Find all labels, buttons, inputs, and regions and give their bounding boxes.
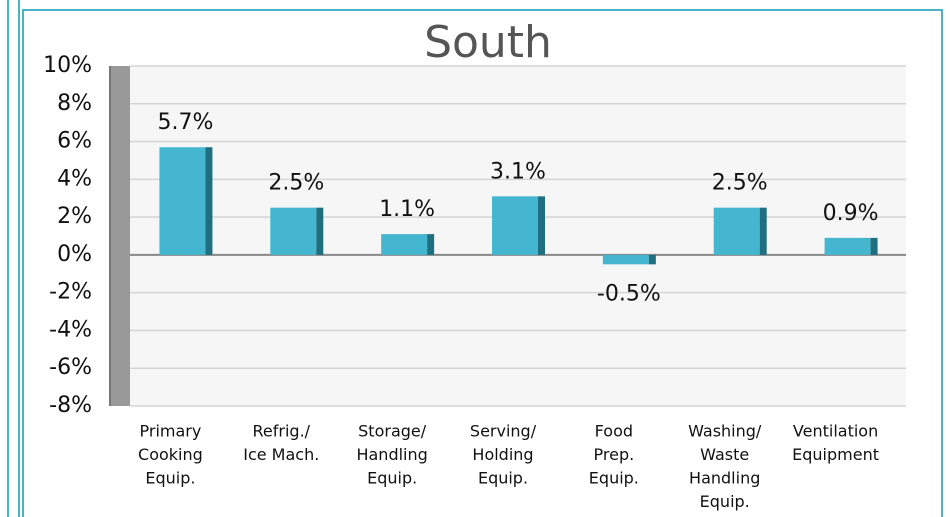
value-label: 5.7% xyxy=(157,110,213,135)
panel-border xyxy=(22,9,943,517)
bar xyxy=(381,234,428,255)
y-tick-label: 2% xyxy=(57,204,92,229)
plot-wall xyxy=(110,66,130,406)
y-tick-label: -4% xyxy=(49,317,92,342)
x-tick-label: Washing/ xyxy=(688,422,762,441)
value-label: 2.5% xyxy=(712,171,768,196)
bar xyxy=(824,237,871,255)
y-tick-label: -8% xyxy=(49,393,92,418)
y-tick-label: -6% xyxy=(49,355,92,380)
x-tick-label: Equip. xyxy=(478,469,528,488)
x-tick-label: Serving/ xyxy=(470,422,537,441)
chart-title: South xyxy=(424,17,552,68)
x-tick-label: Food xyxy=(595,422,633,441)
x-tick-label: Equip. xyxy=(367,469,417,488)
x-tick-label: Primary xyxy=(140,422,202,441)
bar xyxy=(159,147,206,255)
x-tick-label: Storage/ xyxy=(358,422,427,441)
x-tick-label: Equip. xyxy=(589,469,639,488)
bar xyxy=(713,207,760,255)
bar xyxy=(602,254,649,265)
value-label: 1.1% xyxy=(379,197,435,222)
x-tick-label: Ice Mach. xyxy=(243,445,319,464)
x-tick-label: Handling xyxy=(356,445,427,464)
value-label: -0.5% xyxy=(597,281,661,306)
bar-side xyxy=(205,147,213,255)
bar-side xyxy=(316,207,324,255)
y-tick-label: 10% xyxy=(43,53,92,78)
y-tick-label: 6% xyxy=(57,129,92,154)
bar-side xyxy=(648,254,656,265)
value-label: 2.5% xyxy=(268,171,324,196)
y-tick-label: 4% xyxy=(57,166,92,191)
x-tick-label: Refrig./ xyxy=(253,422,311,441)
x-tick-label: Ventilation xyxy=(793,422,878,441)
y-tick-label: 8% xyxy=(57,91,92,116)
bar-side xyxy=(427,234,435,255)
x-tick-label: Prep. xyxy=(594,445,635,464)
bar-side xyxy=(759,207,767,255)
x-tick-label: Holding xyxy=(472,445,533,464)
bar xyxy=(492,196,538,255)
value-label: 0.9% xyxy=(823,201,879,226)
y-tick-label: -2% xyxy=(49,280,92,305)
value-label: 3.1% xyxy=(490,159,546,184)
x-tick-label: Cooking xyxy=(138,445,203,464)
bar xyxy=(270,207,317,255)
bar-side xyxy=(538,196,545,255)
x-tick-label: Equipment xyxy=(792,445,879,464)
x-tick-label: Handling xyxy=(689,469,760,488)
x-tick-label: Waste xyxy=(700,445,749,464)
x-tick-label: Equip. xyxy=(700,492,750,511)
bar-side xyxy=(870,237,878,255)
y-tick-label: 0% xyxy=(57,242,92,267)
x-tick-label: Equip. xyxy=(145,469,195,488)
